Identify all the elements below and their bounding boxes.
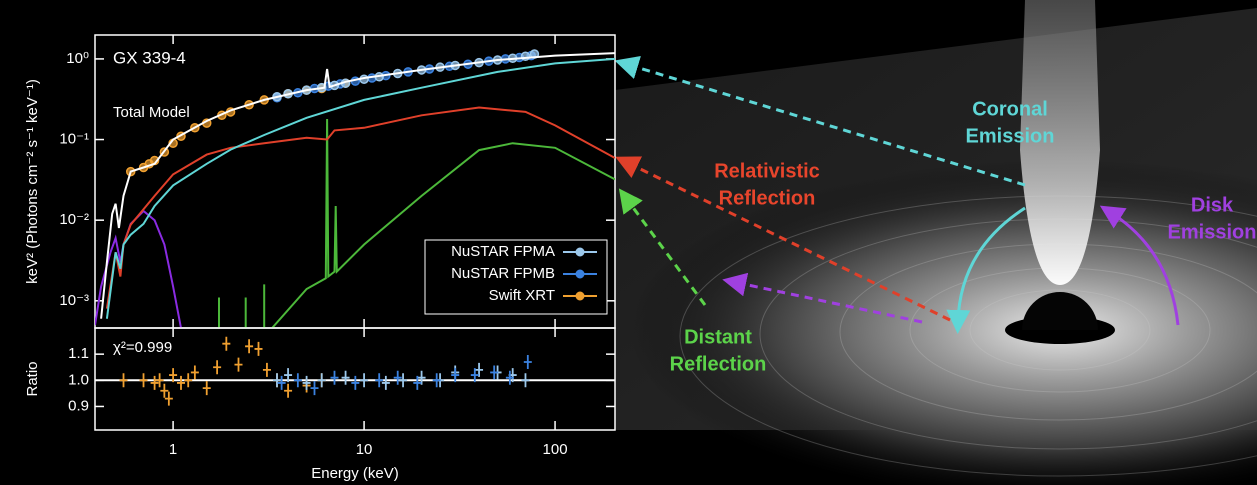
ratio-point: [470, 368, 479, 383]
legend-swatch: [575, 269, 585, 279]
disk-arrow: [1099, 205, 1180, 326]
plot-frame: [94, 327, 616, 431]
x-tick-label: 100: [543, 441, 568, 458]
ratio-point: [393, 370, 402, 385]
illustration-label: Relativistic: [714, 160, 820, 182]
model-line: [105, 57, 615, 319]
y-axis-label: Ratio: [24, 361, 41, 396]
relativistic-pointer: [615, 156, 951, 322]
ratio-point: [330, 370, 339, 385]
ratio-point: [475, 362, 484, 377]
ratio-point: [375, 373, 384, 388]
y-tick-label: 1.1: [68, 345, 89, 362]
ratio-point: [262, 362, 271, 377]
illustration-label: Distant: [684, 326, 752, 348]
legend: NuSTAR FPMA NuSTAR FPMB Swift XRT: [424, 239, 608, 315]
ratio-point: [245, 339, 254, 354]
ratio-point: [360, 373, 369, 388]
annotation: χ²=0.999: [113, 339, 172, 356]
y-axis-label: keV² (Photons cm⁻² s⁻¹ keV⁻¹): [24, 79, 41, 284]
black-hole: [1022, 292, 1098, 330]
ratio-point: [222, 336, 231, 351]
y-tick-label: 1.0: [68, 371, 89, 388]
illustration-label: Reflection: [719, 187, 816, 209]
illustration-label: Coronal: [972, 98, 1048, 120]
legend-swatch: [575, 247, 585, 257]
ratio-point: [505, 370, 514, 385]
ratio-point: [190, 365, 199, 380]
illustration: [614, 0, 1257, 485]
ratio-point: [310, 381, 319, 396]
ratio-point: [254, 341, 263, 356]
ratio-point: [351, 375, 360, 390]
ratio-point: [432, 373, 441, 388]
ratio-point: [155, 373, 164, 388]
ratio-point: [381, 375, 390, 390]
ratio-point: [277, 375, 286, 390]
accretion-disk: [630, 160, 1257, 485]
ratio-point: [317, 373, 326, 388]
ratio-point: [417, 370, 426, 385]
ratio-point: [451, 368, 460, 383]
ratio-point: [169, 368, 178, 383]
ratio-point: [177, 375, 186, 390]
ratio-point: [164, 391, 173, 406]
y-tick-label: 0.9: [68, 397, 89, 414]
ratio-point: [273, 373, 282, 388]
ratio-point: [284, 383, 293, 398]
ratio-point: [160, 383, 169, 398]
annotation: Total Model: [113, 104, 190, 121]
ratio-point: [523, 355, 532, 369]
coronal-arrow: [946, 206, 1026, 334]
ratio-point: [302, 375, 311, 390]
x-tick-label: 1: [169, 441, 177, 458]
legend-swatch: [575, 291, 585, 301]
legend-label: Swift XRT: [489, 287, 555, 304]
ratio-point: [399, 373, 408, 388]
ratio-point: [213, 360, 222, 375]
disk-pointer: [722, 272, 923, 324]
y-tick-label: 10⁰: [66, 50, 89, 67]
ratio-point: [490, 365, 499, 380]
illustration-label: Emission: [966, 125, 1055, 147]
chart: 1 10 100 0.9 1.0 1.1 Ratio Energy (keV) χ²=0.999: [24, 327, 616, 482]
ratio-point: [341, 370, 350, 385]
illustration-label: Reflection: [670, 353, 767, 375]
y-tick-label: 10⁻¹: [59, 131, 89, 148]
plot-area: [95, 49, 615, 328]
ratio-point: [184, 373, 193, 388]
y-tick-label: 10⁻²: [59, 211, 89, 228]
corona-jet: [1020, 0, 1100, 285]
y-tick-label: 10⁻³: [59, 292, 89, 309]
legend-label: NuSTAR FPMA: [451, 243, 555, 260]
illustration-label: Emission: [1168, 221, 1257, 243]
illustration-label: Disk: [1191, 194, 1234, 216]
plot-area: [95, 336, 615, 406]
ratio-point: [293, 373, 302, 388]
ratio-point: [521, 373, 530, 388]
ratio-point: [413, 375, 422, 390]
chart-title: GX 339-4: [113, 48, 186, 67]
ratio-point: [234, 357, 243, 372]
ratio-point: [139, 373, 148, 388]
x-tick-label: 10: [356, 441, 373, 458]
x-axis-label: Energy (keV): [311, 465, 399, 482]
ratio-point: [119, 373, 128, 388]
legend-label: NuSTAR FPMB: [451, 265, 555, 282]
model-line: [218, 118, 615, 328]
model-line: [100, 52, 615, 319]
chart: 10⁻³ 10⁻² 10⁻¹ 10⁰ keV² (Photons cm⁻² s⁻¹ ke…: [24, 34, 616, 329]
ratio-point: [150, 375, 159, 390]
ratio-point: [284, 368, 293, 383]
ratio-point: [202, 381, 211, 396]
